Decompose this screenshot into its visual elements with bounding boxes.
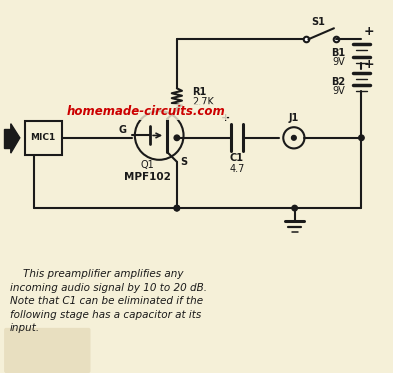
Circle shape: [359, 135, 364, 141]
Circle shape: [292, 206, 298, 211]
Text: S: S: [180, 157, 187, 167]
Circle shape: [292, 135, 296, 140]
Text: S1: S1: [311, 17, 325, 27]
Circle shape: [174, 135, 180, 141]
Text: C1: C1: [230, 153, 244, 163]
Text: +: +: [221, 113, 231, 122]
Text: 9V: 9V: [332, 57, 345, 67]
Polygon shape: [11, 124, 20, 153]
Circle shape: [174, 206, 180, 211]
Text: MIC1: MIC1: [30, 133, 55, 142]
Text: +: +: [363, 59, 374, 72]
Text: R1: R1: [192, 87, 206, 97]
Text: This preamplifier amplifies any
incoming audio signal by 10 to 20 dB.
Note that : This preamplifier amplifies any incoming…: [10, 269, 207, 333]
Bar: [24, 120, 62, 155]
Circle shape: [174, 206, 180, 211]
Text: 4.7: 4.7: [229, 164, 244, 174]
Text: 2.7K: 2.7K: [192, 97, 214, 107]
Text: B1: B1: [331, 48, 345, 58]
FancyBboxPatch shape: [4, 328, 90, 373]
Text: J1: J1: [289, 113, 299, 122]
Text: B2: B2: [331, 77, 345, 87]
Text: MPF102: MPF102: [124, 172, 171, 182]
Text: homemade-circuits.com: homemade-circuits.com: [67, 106, 226, 118]
Text: +: +: [363, 25, 374, 38]
Bar: [4, 129, 11, 148]
Text: Q1: Q1: [141, 160, 154, 170]
Text: G: G: [119, 125, 127, 135]
Text: 9V: 9V: [332, 86, 345, 96]
